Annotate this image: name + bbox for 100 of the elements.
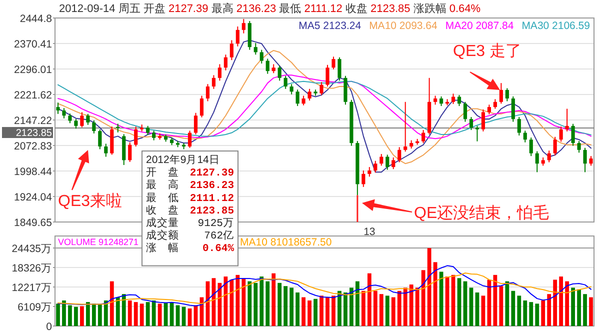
candlestick [451, 93, 456, 104]
bar [565, 281, 569, 326]
bar [158, 304, 162, 326]
bar [541, 300, 546, 326]
x-tick-label: 13 [364, 226, 376, 238]
bar [589, 297, 593, 326]
candlestick [344, 75, 348, 106]
candlestick [74, 118, 78, 130]
candlestick [457, 94, 462, 107]
y-tick-label: 2370.41 [14, 38, 52, 50]
bar [397, 290, 402, 326]
bar [218, 282, 222, 326]
bar [320, 296, 324, 326]
y-tick-label: 2072.83 [14, 140, 52, 152]
candlestick [308, 88, 312, 102]
bar [427, 248, 432, 326]
bar [463, 281, 468, 326]
candlestick [559, 126, 563, 142]
annotation: 最 低 2111.12 [146, 192, 234, 205]
candlestick [475, 125, 480, 142]
candlestick [487, 104, 491, 115]
chart-title: 2012-09-14 周五 开盘 2127.39 最高 2136.23 最低 2111.12 收盘 2123.85 涨跌幅 0.64% [59, 3, 481, 15]
candlestick [218, 64, 222, 82]
bar [571, 288, 575, 326]
candlestick [152, 130, 156, 141]
bar [559, 276, 564, 326]
bar [332, 296, 336, 326]
candlestick [577, 140, 581, 154]
y-tick-label: 24435万 [12, 243, 52, 255]
candlestick [380, 154, 384, 166]
text: MA10 2093.64 [369, 20, 438, 32]
candlestick [224, 54, 228, 71]
bar [188, 308, 192, 326]
candlestick [80, 112, 84, 128]
y-tick-label: 2147.22 [14, 115, 52, 127]
y-tick-label: 18326万 [12, 262, 52, 274]
candlestick [302, 95, 306, 106]
candlestick [254, 42, 258, 56]
candlestick [260, 49, 264, 64]
annotation: 开 盘 2127.39 [146, 166, 234, 180]
bar [409, 284, 414, 326]
bar [134, 302, 138, 326]
annotation: 最 高 2136.23 [146, 178, 234, 192]
bar [553, 280, 558, 326]
bar [499, 286, 504, 326]
candlestick [92, 120, 96, 134]
bar [152, 300, 156, 326]
y-tick-label: 2221.62 [14, 90, 52, 102]
candlestick [242, 18, 246, 34]
candlestick [236, 26, 240, 47]
candlestick [398, 146, 402, 163]
bar [308, 300, 312, 326]
ref-line-label: 2123.85 [16, 128, 52, 140]
bar [367, 273, 372, 326]
candlestick [284, 75, 288, 90]
candlestick [110, 126, 114, 156]
bar [415, 288, 420, 326]
text: VOLUME 91248271 [58, 237, 139, 247]
candlestick [194, 112, 198, 135]
annotation: 收 盘 2123.85 [146, 204, 234, 218]
candlestick [332, 56, 336, 70]
candlestick [463, 101, 468, 122]
bar [62, 300, 66, 326]
bar [224, 276, 228, 326]
text: 涨 幅 0.64% [146, 242, 234, 256]
bar [278, 282, 282, 326]
candlestick [571, 123, 575, 146]
bar [373, 290, 378, 326]
bar [379, 294, 384, 326]
candlestick [505, 88, 509, 102]
bar [128, 300, 132, 326]
bar [523, 300, 528, 326]
bar [74, 306, 78, 326]
text: MA10 81018657.50 [240, 236, 332, 248]
bar [583, 294, 587, 326]
text: 成交量 9125万 [146, 217, 234, 230]
candlestick [266, 58, 270, 74]
candlestick [248, 20, 252, 50]
candlestick [523, 130, 527, 143]
candlestick [368, 166, 372, 178]
candlestick [200, 95, 204, 118]
candlestick [535, 150, 539, 173]
bar [385, 296, 390, 326]
bar [535, 304, 540, 326]
bar [344, 292, 348, 326]
bar [493, 274, 498, 326]
candlestick [374, 160, 378, 174]
annotation: QE3来啦 [58, 192, 122, 210]
bar [272, 273, 276, 326]
bar [248, 281, 252, 326]
bar [242, 278, 246, 326]
bar [355, 281, 360, 326]
annotation: 2012年9月14日 [146, 154, 220, 166]
bar [98, 304, 102, 326]
bar [505, 281, 510, 326]
bar [260, 276, 264, 326]
text: 成交额 762亿 [146, 230, 234, 243]
bar [266, 281, 270, 326]
line-series [57, 272, 592, 305]
candlestick [230, 40, 234, 61]
